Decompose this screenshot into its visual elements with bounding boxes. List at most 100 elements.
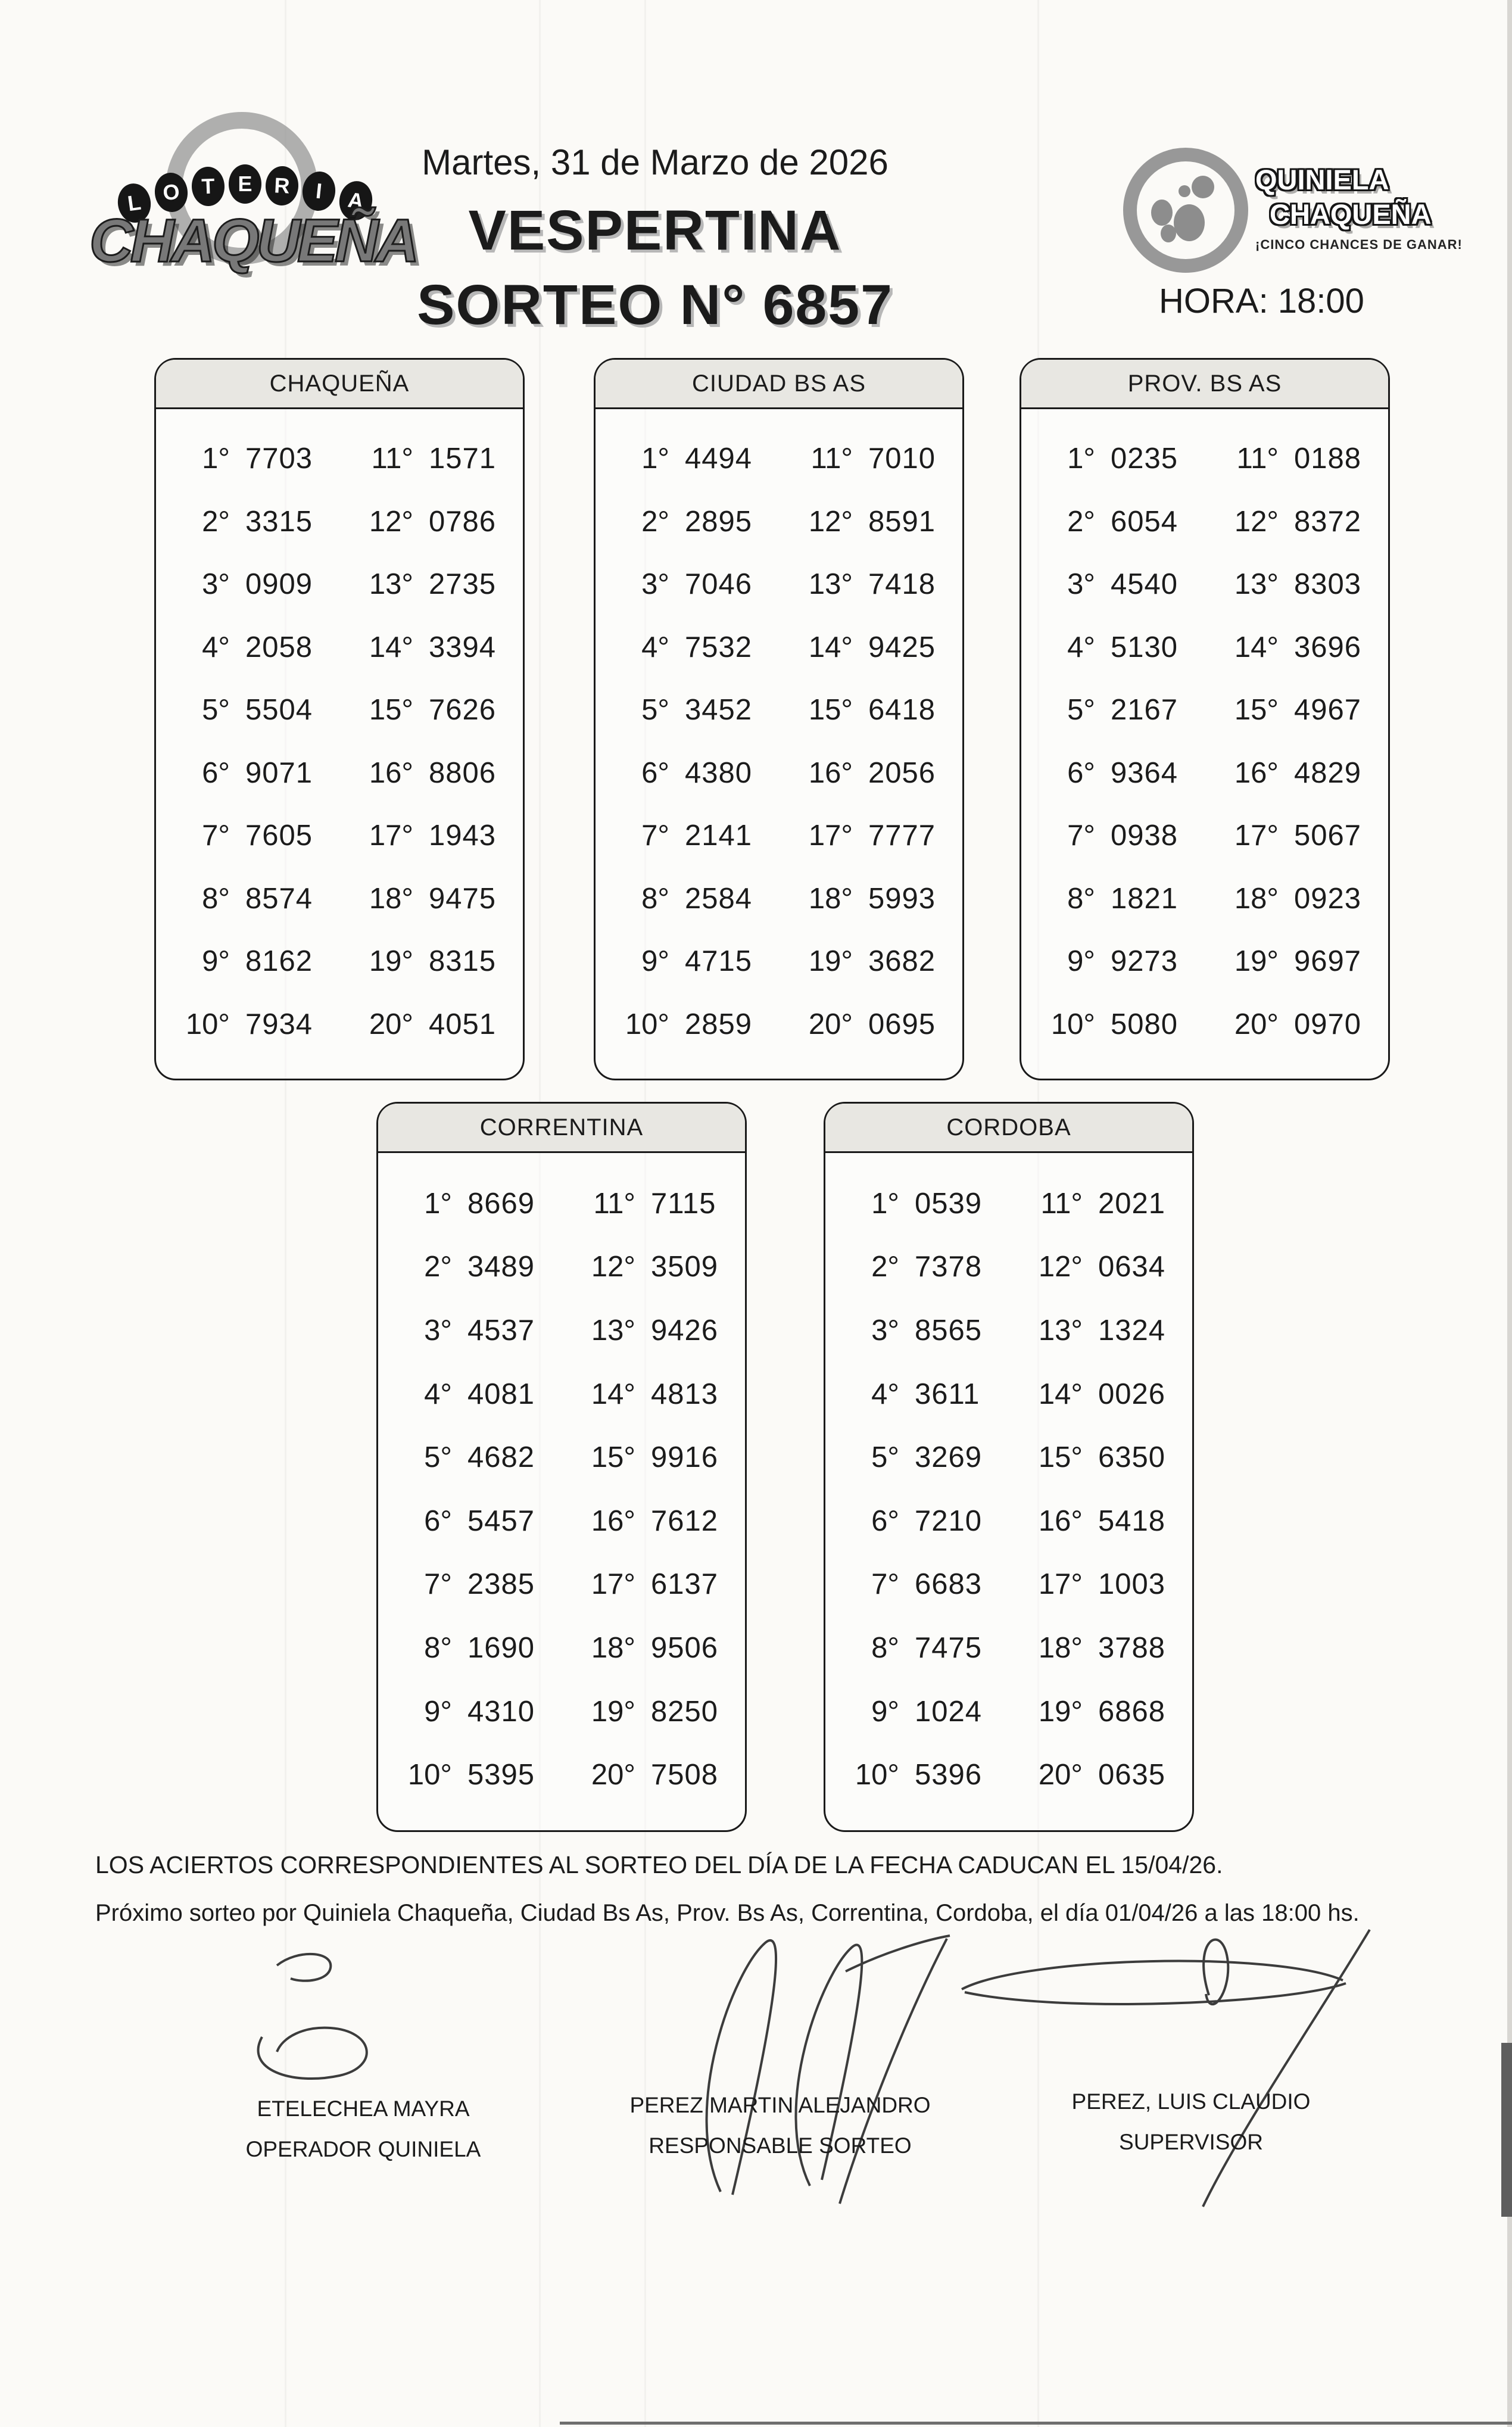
paw-dot-icon: [1161, 225, 1176, 242]
position-label: 11°: [1040, 1187, 1083, 1220]
winning-number: 8565: [915, 1314, 983, 1347]
paw-ring-icon: [1123, 148, 1248, 273]
position-label: 20°: [369, 1008, 413, 1040]
result-cell: 6° 4380: [596, 756, 779, 790]
result-row: 2° 2895 12° 8591: [596, 505, 962, 538]
scan-edge: [1507, 0, 1512, 2427]
position-label: 20°: [1234, 1008, 1279, 1040]
position-label: 2°: [202, 505, 230, 538]
position-label: 17°: [1234, 820, 1279, 852]
winning-number: 7612: [651, 1504, 719, 1537]
result-row: 3° 8565 13° 1324: [825, 1314, 1192, 1347]
winning-number: 6683: [915, 1568, 983, 1601]
result-cell: 18° 9475: [339, 882, 523, 915]
winning-number: 0909: [245, 568, 313, 601]
position-label: 3°: [1067, 568, 1095, 601]
winning-number: 9273: [1111, 945, 1179, 978]
result-cell: 12° 0634: [1009, 1250, 1192, 1283]
winning-number: 1821: [1111, 882, 1179, 915]
results-table-cordoba: CORDOBA 1° 0539 11° 2021 2° 7378 12° 0634 3° 8565 1…: [824, 1102, 1194, 1832]
position-label: 1°: [424, 1187, 452, 1220]
result-cell: 14° 3696: [1205, 631, 1388, 664]
result-cell: 9° 9273: [1021, 945, 1205, 978]
result-cell: 19° 9697: [1205, 945, 1388, 978]
winning-number: 4682: [467, 1441, 535, 1474]
result-cell: 6° 9364: [1021, 756, 1205, 790]
winning-number: 2141: [685, 820, 753, 852]
position-label: 2°: [871, 1251, 899, 1283]
result-cell: 12° 8591: [779, 505, 962, 538]
position-label: 13°: [591, 1314, 635, 1347]
position-label: 7°: [871, 1568, 899, 1601]
result-row: 1° 4494 11° 7010: [596, 442, 962, 475]
position-label: 7°: [202, 820, 230, 852]
position-label: 13°: [1234, 568, 1279, 601]
winning-number: 4967: [1294, 694, 1362, 727]
result-cell: 14° 9425: [779, 631, 962, 664]
position-label: 9°: [871, 1695, 899, 1728]
position-label: 11°: [810, 443, 853, 475]
winning-number: 5993: [868, 882, 936, 915]
result-cell: 2° 3315: [156, 505, 339, 538]
position-label: 10°: [185, 1008, 230, 1040]
position-label: 2°: [641, 505, 669, 538]
table-title: PROV. BS AS: [1021, 360, 1388, 409]
result-cell: 11° 7115: [562, 1187, 745, 1220]
position-label: 3°: [424, 1314, 452, 1347]
result-row: 5° 3269 15° 6350: [825, 1441, 1192, 1474]
result-row: 6° 7210 16° 5418: [825, 1504, 1192, 1538]
signer-role: SUPERVISOR: [1119, 2130, 1263, 2154]
result-cell: 17° 1943: [339, 819, 523, 852]
result-cell: 12° 0786: [339, 505, 523, 538]
position-label: 19°: [591, 1695, 635, 1728]
position-label: 3°: [202, 568, 230, 601]
result-row: 1° 7703 11° 1571: [156, 442, 523, 475]
signature-block-operador: ETELECHEA MAYRA OPERADOR QUINIELA: [197, 2096, 530, 2162]
result-row: 2° 3489 12° 3509: [378, 1250, 745, 1283]
winning-number: 9697: [1294, 945, 1362, 978]
position-label: 13°: [808, 568, 853, 601]
winning-number: 2859: [685, 1008, 753, 1040]
result-cell: 15° 7626: [339, 693, 523, 727]
logo-line1: QUINIELA: [1255, 164, 1389, 195]
draw-number: SORTEO N° 6857: [417, 273, 893, 337]
winning-number: 1943: [429, 820, 497, 852]
winning-number: 7210: [915, 1504, 983, 1537]
result-cell: 5° 5504: [156, 693, 339, 727]
position-label: 8°: [871, 1632, 899, 1664]
signature-scribble: [961, 1928, 1371, 2207]
result-cell: 11° 1571: [339, 442, 523, 475]
result-cell: 20° 0970: [1205, 1008, 1388, 1041]
result-row: 5° 5504 15° 7626: [156, 693, 523, 727]
position-label: 9°: [424, 1695, 452, 1728]
result-row: 4° 3611 14° 0026: [825, 1378, 1192, 1411]
result-cell: 15° 9916: [562, 1441, 745, 1474]
result-cell: 2° 7378: [825, 1250, 1009, 1283]
position-label: 12°: [1038, 1251, 1083, 1283]
position-label: 19°: [1234, 945, 1279, 978]
signer-role: OPERADOR QUINIELA: [245, 2137, 481, 2161]
position-label: 15°: [369, 694, 413, 727]
position-label: 4°: [641, 631, 669, 663]
result-cell: 10° 5396: [825, 1758, 1009, 1792]
winning-number: 7010: [868, 443, 936, 475]
winning-number: 1690: [467, 1632, 535, 1664]
result-cell: 4° 4081: [378, 1378, 562, 1411]
result-row: 4° 5130 14° 3696: [1021, 631, 1388, 664]
result-cell: 1° 7703: [156, 442, 339, 475]
position-label: 12°: [591, 1251, 635, 1283]
loteria-letter-ball: E: [229, 164, 261, 204]
position-label: 9°: [641, 945, 669, 978]
result-cell: 3° 7046: [596, 568, 779, 601]
result-cell: 19° 8250: [562, 1695, 745, 1728]
result-row: 4° 4081 14° 4813: [378, 1378, 745, 1411]
winning-number: 7934: [245, 1008, 313, 1040]
winning-number: 4715: [685, 945, 753, 978]
winning-number: 2021: [1098, 1187, 1166, 1220]
result-cell: 7° 2141: [596, 819, 779, 852]
position-label: 1°: [1067, 443, 1095, 475]
result-cell: 4° 2058: [156, 631, 339, 664]
table-body: 1° 8669 11° 7115 2° 3489 12° 3509 3° 4537 13° 9426 4…: [378, 1153, 745, 1830]
winning-number: 1003: [1098, 1568, 1166, 1601]
winning-number: 0635: [1098, 1759, 1166, 1792]
